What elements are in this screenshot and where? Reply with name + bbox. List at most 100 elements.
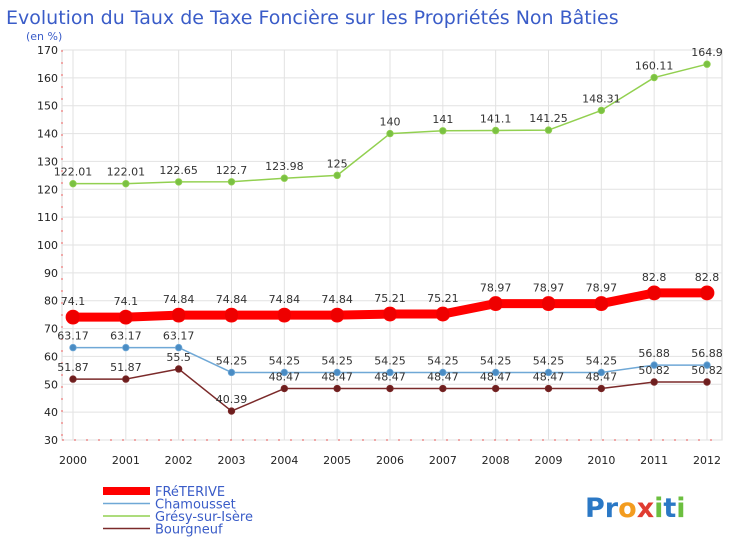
point-fr-terive	[593, 296, 609, 311]
point-gr-sy-sur-is-re	[227, 178, 236, 186]
data-label-fr-terive: 78.97	[533, 282, 565, 295]
point-fr-terive	[435, 306, 451, 322]
data-label-fr-terive: 74.1	[114, 295, 139, 308]
data-label-fr-terive: 82.8	[642, 271, 667, 284]
data-label-fr-terive: 74.84	[216, 293, 248, 306]
x-tick-label: 2011	[640, 454, 668, 467]
y-tick-label: 170	[37, 44, 58, 57]
data-label-gr-sy-sur-is-re: 122.65	[159, 164, 198, 177]
legend-label-chamousset: Chamousset	[155, 498, 236, 513]
data-label-fr-terive: 78.97	[586, 282, 618, 295]
chart-title: Evolution du Taux de Taxe Foncière sur l…	[6, 7, 619, 29]
legend: FRéTERIVEChamoussetGrésy-sur-IsèreBourgn…	[103, 485, 253, 538]
point-fr-terive	[224, 307, 239, 323]
point-fr-terive	[171, 307, 187, 323]
point-gr-sy-sur-is-re	[280, 174, 289, 182]
x-tick-label: 2003	[218, 454, 246, 467]
data-label-bourgneuf: 48.47	[269, 371, 301, 384]
legend-label-gr-sy-sur-is-re: Grésy-sur-Isère	[155, 510, 253, 525]
logo-letter: P	[585, 493, 605, 524]
logo-text: Proxiti	[585, 493, 686, 524]
point-fr-terive	[118, 309, 134, 325]
data-label-chamousset: 63.17	[57, 330, 89, 343]
point-chamousset	[439, 368, 447, 377]
grid	[61, 49, 723, 441]
y-tick-label: 90	[44, 267, 58, 280]
data-label-chamousset: 63.17	[110, 330, 142, 343]
x-tick-label: 2002	[165, 454, 193, 467]
proxiti-logo: Proxiti	[585, 493, 686, 524]
legend-label-fr-terive: FRéTERIVE	[155, 485, 225, 500]
x-tick-label: 2009	[535, 454, 563, 467]
x-tick-label: 2012	[693, 454, 721, 467]
chart-subtitle: (en %)	[26, 30, 62, 43]
point-bourgneuf	[703, 378, 711, 386]
data-label-gr-sy-sur-is-re: 125	[327, 157, 348, 170]
point-fr-terive	[329, 307, 345, 323]
logo-letter: i	[654, 493, 663, 524]
data-label-gr-sy-sur-is-re: 122.7	[216, 164, 248, 177]
point-chamousset	[174, 343, 183, 352]
point-fr-terive	[646, 285, 662, 301]
x-tick-label: 2008	[482, 454, 510, 467]
data-label-gr-sy-sur-is-re: 122.01	[54, 166, 93, 179]
data-label-chamousset: 56.88	[638, 347, 670, 360]
point-fr-terive	[488, 296, 504, 311]
y-tick-label: 50	[44, 378, 58, 391]
point-chamousset	[703, 361, 711, 369]
point-chamousset	[386, 368, 394, 377]
data-label-bourgneuf: 51.87	[110, 361, 142, 374]
data-label-gr-sy-sur-is-re: 141	[432, 113, 453, 126]
data-label-chamousset: 54.25	[480, 354, 512, 367]
data-label-fr-terive: 78.97	[480, 282, 512, 295]
data-label-bourgneuf: 48.47	[427, 371, 459, 384]
point-fr-terive	[276, 307, 292, 323]
data-label-chamousset: 63.17	[163, 330, 195, 343]
data-label-bourgneuf: 50.82	[691, 364, 723, 377]
x-tick-label: 2004	[270, 454, 298, 467]
point-gr-sy-sur-is-re	[122, 179, 130, 188]
data-label-chamousset: 54.25	[374, 354, 406, 367]
point-fr-terive	[541, 296, 556, 311]
data-label-bourgneuf: 48.47	[480, 371, 512, 384]
data-label-gr-sy-sur-is-re: 141.1	[480, 113, 512, 126]
y-tick-label: 100	[37, 239, 58, 252]
logo-letter: x	[637, 493, 654, 524]
point-chamousset	[597, 368, 606, 377]
point-chamousset	[544, 368, 553, 377]
data-label-chamousset: 54.25	[216, 354, 248, 367]
point-bourgneuf	[174, 365, 183, 373]
data-label-bourgneuf: 48.47	[321, 371, 353, 384]
y-tick-label: 130	[37, 155, 58, 168]
point-chamousset	[69, 343, 77, 352]
data-label-fr-terive: 75.21	[374, 292, 406, 305]
point-bourgneuf	[333, 384, 341, 393]
y-tick-label: 160	[37, 72, 58, 85]
x-tick-label: 2000	[59, 454, 87, 467]
data-label-fr-terive: 82.8	[695, 271, 720, 284]
point-gr-sy-sur-is-re	[703, 60, 711, 68]
point-gr-sy-sur-is-re	[597, 106, 606, 115]
data-label-bourgneuf: 48.47	[533, 371, 565, 384]
data-label-fr-terive: 74.84	[269, 293, 301, 306]
data-label-gr-sy-sur-is-re: 164.9	[691, 46, 723, 59]
point-chamousset	[122, 343, 130, 352]
point-fr-terive	[382, 306, 398, 322]
x-tick-label: 2006	[376, 454, 404, 467]
y-tick-label: 80	[44, 295, 58, 308]
point-fr-terive	[65, 309, 81, 325]
data-label-bourgneuf: 40.39	[216, 393, 248, 406]
point-bourgneuf	[650, 378, 658, 386]
y-tick-label: 40	[44, 406, 58, 419]
data-label-gr-sy-sur-is-re: 123.98	[265, 160, 304, 173]
logo-letter: o	[618, 493, 637, 524]
data-label-bourgneuf: 48.47	[586, 371, 618, 384]
data-label-chamousset: 54.25	[586, 354, 618, 367]
x-tick-label: 2010	[587, 454, 615, 467]
data-label-chamousset: 54.25	[269, 354, 301, 367]
logo-letter: t	[663, 493, 676, 524]
point-chamousset	[491, 368, 500, 377]
point-gr-sy-sur-is-re	[69, 179, 77, 188]
